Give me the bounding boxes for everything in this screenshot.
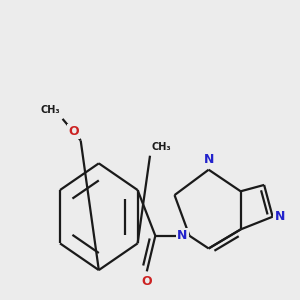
Text: N: N	[275, 210, 285, 223]
Text: CH₃: CH₃	[151, 142, 171, 152]
Text: CH₃: CH₃	[41, 105, 60, 115]
Text: N: N	[177, 229, 187, 242]
Text: O: O	[68, 125, 79, 138]
Text: N: N	[203, 153, 214, 166]
Text: O: O	[142, 275, 152, 288]
